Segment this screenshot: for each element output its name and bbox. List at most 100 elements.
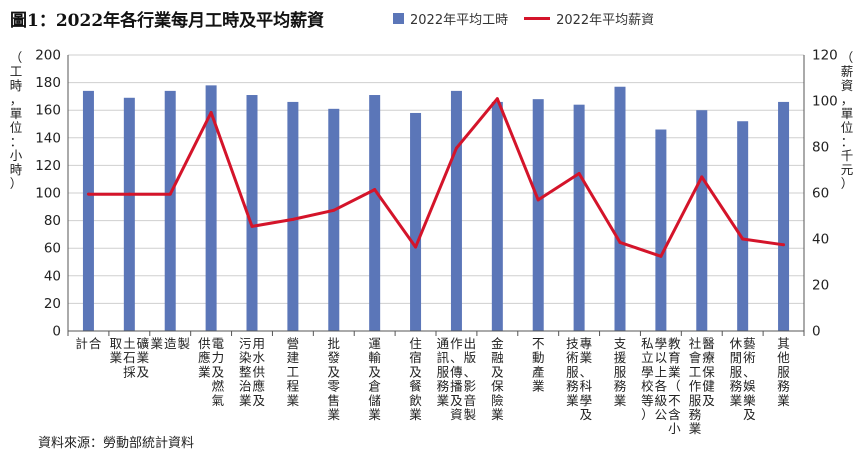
y-axis-title: 位	[10, 120, 23, 135]
category-label: 出	[464, 336, 477, 351]
category-label: 服	[437, 364, 450, 379]
y2-tick-label: 40	[812, 232, 829, 248]
category-label: 閒	[730, 350, 743, 365]
category-label: （	[668, 379, 681, 394]
category-label: 技	[566, 336, 579, 351]
category-label: 宿	[409, 350, 422, 365]
salary-point	[332, 208, 336, 212]
category-label: 健	[702, 379, 715, 394]
category-label: 供	[198, 336, 211, 351]
category-label: 級	[655, 393, 668, 408]
salary-point	[659, 254, 663, 258]
category-label: 石	[123, 350, 136, 365]
category-label: 版	[464, 350, 477, 365]
category-label: 訊	[437, 350, 450, 365]
y2-tick-label: 60	[812, 186, 829, 202]
category-label: 術	[566, 350, 579, 365]
category-label: 業	[668, 364, 681, 379]
category-label: ）	[641, 407, 654, 422]
category-label: 業	[239, 393, 252, 408]
y-axis-title: ：	[10, 134, 23, 149]
category-label: 合	[89, 336, 102, 351]
legend-label-hours: 2022年平均工時	[410, 13, 509, 28]
category-label: 業	[580, 350, 593, 365]
category-label: 業	[328, 407, 341, 422]
category-label: 險	[491, 393, 504, 408]
category-label: 服	[689, 393, 702, 408]
chart-title: 圖1：2022年各行業每月工時及平均薪資	[10, 11, 325, 31]
legend-item-hours: 2022年平均工時	[393, 9, 508, 28]
category-label: 上	[655, 364, 668, 379]
y-axis-title: ）	[10, 176, 23, 191]
category-label: 科	[580, 379, 593, 394]
category-label: 服	[614, 364, 627, 379]
legend-swatch-bar	[393, 13, 404, 24]
bar	[491, 101, 503, 331]
category-label: 療	[702, 350, 715, 365]
category-label: 公	[655, 407, 668, 422]
category-label: 發	[328, 350, 341, 365]
salary-point	[168, 192, 172, 196]
y2-axis-title: 資	[841, 78, 854, 93]
category-label: 影	[464, 379, 477, 394]
category-label: 娛	[743, 379, 756, 394]
category-label: 不	[668, 393, 681, 408]
y2-axis-title: 位	[841, 120, 854, 135]
category-label: 傳	[450, 364, 463, 379]
category-label: 業	[198, 364, 211, 379]
legend-label-salary: 2022年平均薪資	[556, 13, 655, 28]
category-label: 業	[491, 407, 504, 422]
y-axis-title: 時	[10, 78, 23, 93]
category-label: 藝	[743, 336, 756, 351]
category-label: 售	[328, 393, 341, 408]
bar	[737, 121, 749, 332]
category-label: 務	[730, 379, 743, 394]
y-tick-label: 40	[44, 268, 61, 284]
y-tick-label: 160	[35, 103, 61, 119]
category-label: 不	[532, 336, 545, 351]
category-label: 專	[580, 336, 593, 351]
category-label: 電	[212, 336, 225, 351]
y2-axis-title: 千	[841, 148, 854, 163]
chart-legend: 2022年平均工時 2022年平均薪資	[393, 9, 670, 28]
category-label: 及	[743, 407, 756, 422]
category-label: 業	[777, 393, 790, 408]
category-label: 程	[287, 379, 300, 394]
bar	[328, 108, 340, 331]
bar	[164, 90, 176, 331]
category-label: 運	[368, 336, 381, 351]
category-label: 資	[450, 407, 463, 422]
category-label: 作	[450, 336, 463, 351]
category-label: 水	[252, 350, 265, 365]
salary-point	[454, 146, 458, 150]
category-label: 及	[580, 407, 593, 422]
y-tick-label: 200	[35, 48, 61, 64]
salary-point	[741, 237, 745, 241]
category-label: 服	[777, 364, 790, 379]
category-label: 業	[137, 350, 150, 365]
category-label: 服	[566, 364, 579, 379]
y2-tick-label: 20	[812, 278, 829, 294]
category-label: 土	[123, 336, 136, 351]
category-label: 治	[239, 379, 252, 394]
category-label: 務	[689, 407, 702, 422]
y-axis-title: 工	[10, 64, 23, 79]
category-label: 及	[252, 393, 265, 408]
y-axis-title: 單	[10, 106, 23, 121]
category-label: 採	[123, 364, 136, 379]
category-label: 教	[668, 336, 681, 351]
category-label: 以	[655, 350, 668, 365]
y-axis-title: （	[10, 50, 23, 65]
category-label: 住	[409, 336, 422, 351]
category-label: 務	[437, 379, 450, 394]
bar	[246, 95, 258, 332]
y-tick-label: 140	[35, 130, 61, 146]
y2-tick-label: 100	[812, 94, 838, 110]
category-label: 力	[212, 350, 225, 365]
category-label: 產	[532, 364, 545, 379]
category-label: 含	[668, 407, 681, 422]
category-label: 、	[450, 350, 463, 365]
salary-point	[127, 192, 131, 196]
source-note: 資料來源：勞動部統計資料	[38, 436, 195, 451]
bar	[123, 97, 135, 331]
